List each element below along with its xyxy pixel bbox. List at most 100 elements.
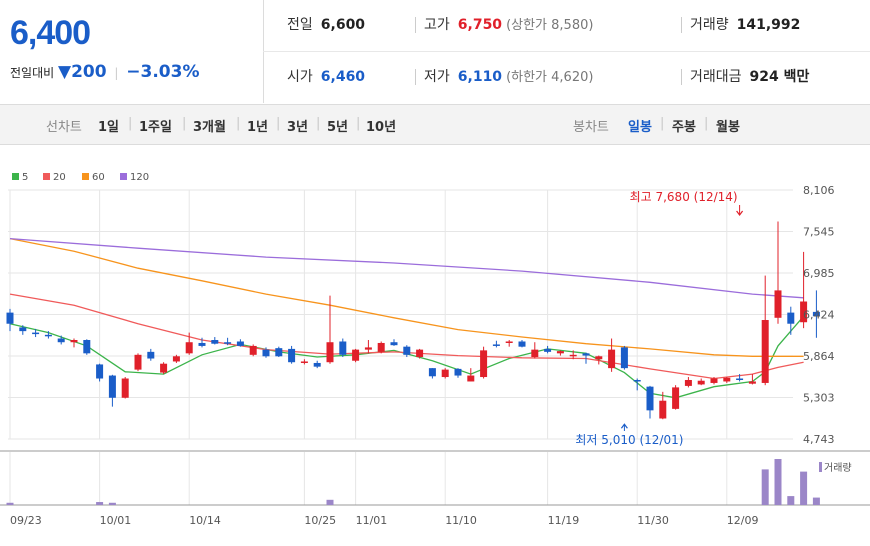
candle-body — [83, 340, 91, 354]
candle-body — [6, 312, 14, 324]
x-tick-label: 11/19 — [548, 514, 580, 527]
candle-body — [313, 362, 321, 367]
ma-legend: 5 20 60 120 — [12, 172, 149, 183]
period-10y[interactable]: 10년 — [366, 120, 397, 135]
y-axis: 8,106 7,545 6,985 6,424 5,864 5,303 4,743 — [803, 184, 835, 446]
candle-body — [582, 353, 590, 356]
candle-body — [646, 386, 654, 411]
candle-body — [198, 342, 206, 346]
candle-body — [326, 342, 334, 363]
arrow-up-icon — [620, 423, 628, 429]
candle-body — [736, 378, 744, 381]
volume: 거래량 141,992 — [690, 0, 800, 51]
prev-value: 6,600 — [320, 17, 366, 33]
period-5y[interactable]: 5년 — [327, 120, 349, 135]
period-1d[interactable]: 1일 — [98, 120, 120, 135]
candle-body — [236, 341, 244, 346]
candle-body — [531, 349, 539, 358]
legend-swatch — [12, 173, 19, 180]
x-tick-label: 11/01 — [356, 514, 388, 527]
divider: | — [660, 116, 665, 131]
candle-body — [352, 349, 360, 361]
candle-body — [211, 340, 219, 344]
ma-line-20 — [9, 293, 804, 380]
period-1y[interactable]: 1년 — [247, 120, 269, 135]
divider: | — [182, 116, 187, 131]
volume-bar — [800, 471, 808, 505]
volume-bar — [326, 499, 334, 505]
candle-daily[interactable]: 일봉 — [628, 120, 652, 135]
x-axis: 09/23 10/01 10/14 10/25 11/01 11/10 11/19 11/30… — [10, 514, 759, 527]
divider — [681, 17, 682, 33]
volume-bar — [787, 496, 795, 505]
candle-body — [108, 375, 116, 398]
candle-body — [569, 354, 577, 357]
lower-limit: (하한가 4,620) — [506, 70, 594, 85]
candle-body — [19, 327, 27, 332]
candle-body — [390, 342, 398, 346]
candle-body — [518, 341, 526, 347]
candle-body — [480, 350, 488, 378]
upper-limit: (상한가 8,580) — [506, 18, 594, 33]
candle-weekly[interactable]: 주봉 — [672, 120, 696, 135]
volume-bar — [774, 459, 782, 505]
day-low: 저가 6,110 (하한가 4,620) — [424, 52, 593, 103]
candle-body — [275, 348, 283, 357]
change-label: 전일대비 — [10, 66, 55, 80]
candle-body — [96, 364, 104, 379]
candle-body — [403, 346, 411, 355]
x-tick-label: 09/23 — [10, 514, 42, 527]
divider — [415, 69, 416, 85]
candle-body — [544, 348, 552, 352]
candle-body — [249, 345, 257, 355]
candles — [6, 221, 820, 420]
day-high: 고가 6,750 (상한가 8,580) — [424, 0, 593, 51]
legend-label: 120 — [130, 172, 149, 183]
divider: | — [276, 116, 281, 131]
candle-body — [659, 400, 667, 419]
divider: | — [236, 116, 241, 131]
candle-body — [684, 379, 692, 386]
period-1w[interactable]: 1주일 — [139, 120, 172, 135]
volume-bar — [761, 469, 769, 505]
candle-body — [710, 378, 718, 383]
trade-amount: 거래대금 924 백만 — [690, 52, 809, 103]
y-tick-label: 5,303 — [803, 392, 835, 405]
open-value: 6,460 — [320, 69, 366, 85]
volume-legend-swatch — [819, 462, 822, 472]
low-annotation: 최저 5,010 (12/01) — [575, 433, 683, 447]
prev-close: 전일 6,600 — [287, 0, 365, 51]
volume-value: 141,992 — [736, 17, 801, 33]
candle-body — [595, 356, 603, 360]
candle-body — [364, 347, 372, 350]
divider — [415, 17, 416, 33]
volume-legend-label: 거래량 — [824, 462, 852, 474]
ma-line-120 — [9, 237, 804, 299]
low-value: 6,110 — [457, 69, 503, 85]
chart-toolbar: 선차트 1일 | 1주일 | 3개월 | 1년 | 3년 | 5년 | 10년 … — [0, 104, 870, 145]
row-divider — [263, 51, 870, 52]
x-tick-label: 10/14 — [189, 514, 221, 527]
legend-swatch — [43, 173, 50, 180]
volume-bar — [96, 502, 104, 505]
down-arrow-icon: ▼ — [58, 62, 72, 82]
candle-body — [300, 361, 308, 363]
change-percent: −3.03% — [126, 62, 200, 82]
candle-body — [633, 379, 641, 382]
divider: | — [128, 116, 133, 131]
candle-body — [428, 368, 436, 377]
quote-header: 6,400 전일대비 ▼200 | −3.03% 전일 6,600 고가 6,750… — [0, 0, 870, 103]
y-tick-label: 6,985 — [803, 267, 835, 280]
period-3m[interactable]: 3개월 — [193, 120, 226, 135]
candle-body — [121, 378, 129, 398]
candle-body — [147, 351, 155, 359]
y-tick-label: 7,545 — [803, 226, 835, 239]
candle-body — [70, 340, 78, 343]
candle-body — [185, 342, 193, 354]
candle-body — [800, 301, 808, 323]
candle-body — [454, 368, 462, 376]
period-3y[interactable]: 3년 — [287, 120, 309, 135]
divider: | — [114, 66, 119, 80]
candle-monthly[interactable]: 월봉 — [716, 120, 740, 135]
